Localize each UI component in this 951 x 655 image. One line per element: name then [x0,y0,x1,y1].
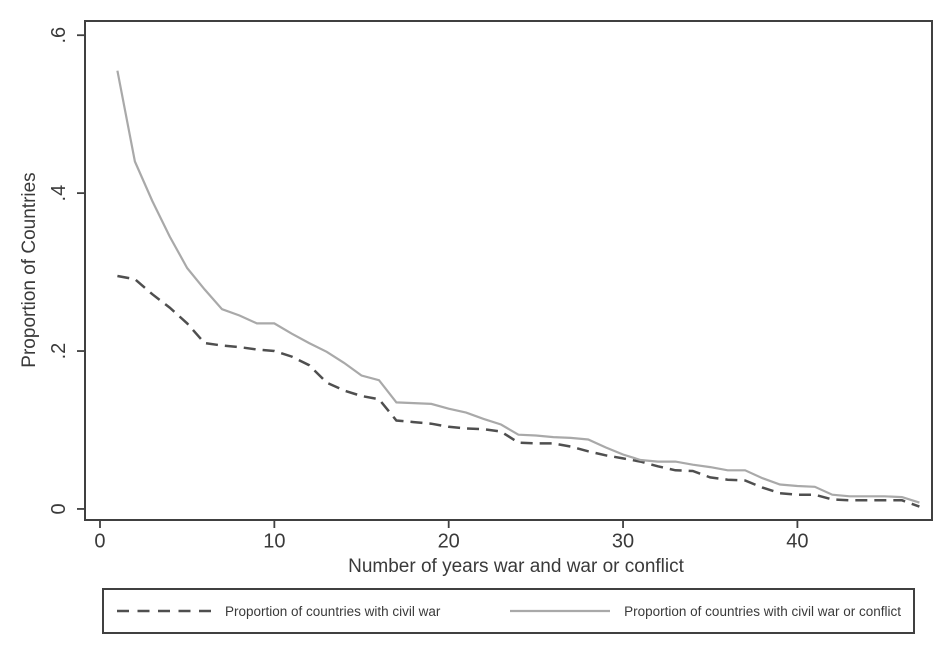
legend-item-civil-war: Proportion of countries with civil war [116,604,440,619]
y-axis-tick-label: 0 [48,503,70,514]
legend-item-civil-war-or-conflict: Proportion of countries with civil war o… [509,604,901,619]
y-axis-tick-label: .6 [48,27,70,44]
legend-box: Proportion of countries with civil war P… [102,588,915,634]
legend-label-civil-war-or-conflict: Proportion of countries with civil war o… [624,603,901,619]
solid-line-swatch-icon [510,609,611,613]
series-line-civil-war-or-conflict [116,70,920,504]
y-axis-title: Proportion of Countries [19,172,40,368]
y-axis-tick-label: .4 [48,185,70,202]
y-axis-tick-label: .2 [48,343,70,360]
x-axis-tick-label: 40 [786,531,808,553]
x-axis-tick-label: 10 [263,531,285,553]
plot-border [84,20,933,521]
legend-label-civil-war: Proportion of countries with civil war [225,603,441,619]
x-axis-tick-label: 30 [612,531,634,553]
series-line-civil-war [117,274,920,508]
x-axis-title: Number of years war and war or conflict [348,556,684,577]
x-axis-tick-label: 0 [94,531,105,553]
x-axis-tick-label: 20 [438,531,460,553]
dashed-line-swatch-icon [117,609,211,613]
